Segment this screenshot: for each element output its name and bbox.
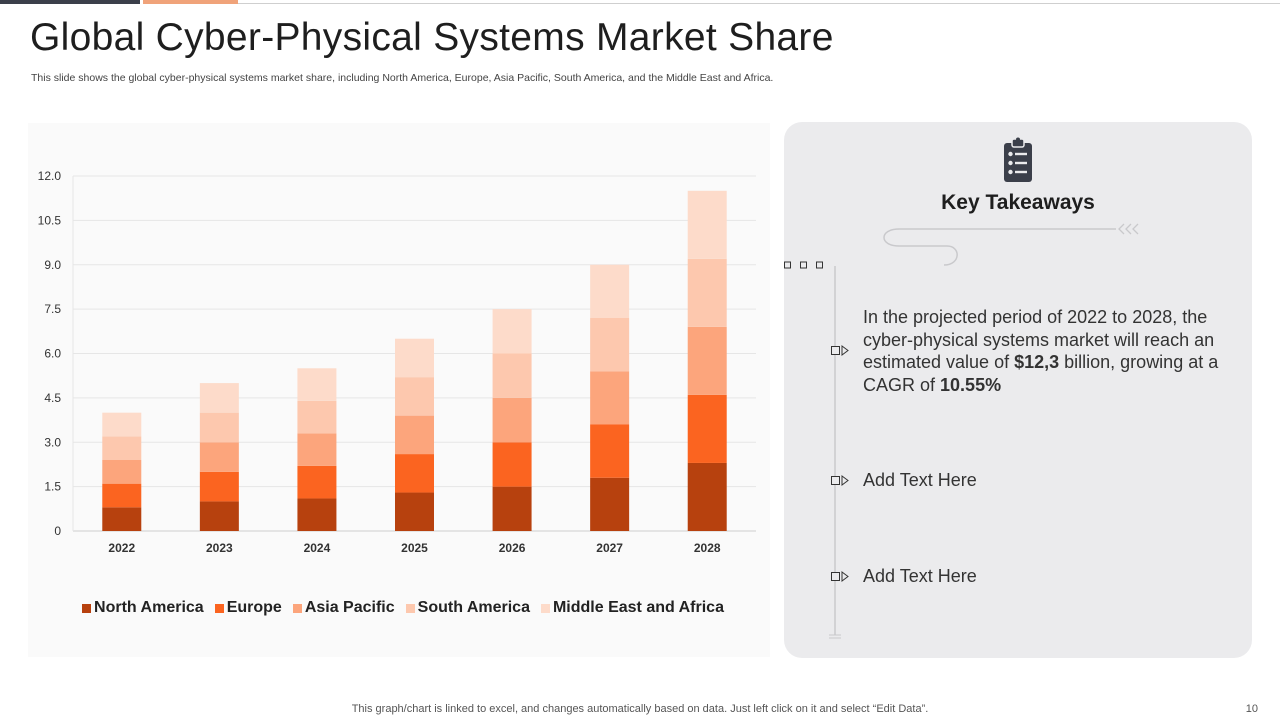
- bar-segment: [590, 264, 630, 318]
- bar-segment: [492, 309, 532, 354]
- takeaway-item-1: In the projected period of 2022 to 2028,…: [863, 307, 1219, 395]
- slide-subtitle: This slide shows the global cyber-physic…: [31, 72, 774, 84]
- bar-segment: [590, 424, 630, 478]
- y-tick-label: 0: [54, 524, 61, 538]
- bar-segment: [199, 442, 239, 472]
- legend-label: North America: [94, 599, 204, 616]
- y-tick-label: 6.0: [44, 347, 61, 361]
- bar-segment: [395, 454, 434, 493]
- bar-segment: [395, 415, 434, 455]
- bar-segment: [395, 377, 434, 416]
- bar-segment: [102, 483, 142, 508]
- bullet-arrow-icon: [831, 345, 849, 356]
- bar-segment: [297, 465, 337, 499]
- legend-item: Middle East and Africa: [540, 599, 724, 617]
- legend-label: Asia Pacific: [304, 599, 395, 616]
- y-tick-label: 12.0: [38, 169, 62, 183]
- chart-legend: North America Europe Asia Pacific South Ame…: [82, 599, 724, 617]
- legend-swatch: [540, 603, 550, 613]
- y-tick-label: 10.5: [38, 213, 62, 227]
- bar-segment: [199, 412, 239, 443]
- x-tick-label: 2026: [499, 541, 526, 555]
- bar-segment: [199, 383, 239, 413]
- bar-segment: [492, 486, 532, 531]
- bar-segment: [492, 442, 532, 487]
- bar-segment: [687, 258, 727, 327]
- legend-item: Europe: [214, 599, 282, 617]
- x-tick-label: 2022: [108, 541, 135, 555]
- bar-segment: [102, 436, 142, 460]
- slide-title: Global Cyber-Physical Systems Market Sha…: [30, 16, 834, 59]
- page-number: 10: [1245, 703, 1258, 715]
- bar-segment: [590, 318, 630, 372]
- bullet-arrow-icon: [831, 571, 849, 582]
- stacked-bar-chart[interactable]: 0 1.5 3.0 4.5 6.0 7.5 9.0 10.5 12.0 2022 2023 2024 2…: [28, 123, 770, 657]
- legend-swatch: [292, 603, 302, 613]
- bar-segment: [687, 326, 727, 395]
- bar-segment: [102, 507, 142, 531]
- bar-segment: [102, 412, 142, 437]
- footer-note: This graph/chart is linked to excel, and…: [351, 703, 929, 715]
- key-takeaways-panel: Key Takeaways In the projected period of…: [784, 122, 1252, 658]
- bar-segment: [687, 462, 727, 531]
- bullet-arrow-icon: [831, 475, 849, 486]
- x-tick-label: 2028: [694, 541, 721, 555]
- top-accent-bar-dark: [0, 0, 140, 4]
- bar-segment: [590, 371, 630, 425]
- bar-segment: [590, 477, 630, 531]
- bar-segment: [297, 368, 337, 401]
- y-tick-label: 9.0: [44, 258, 61, 272]
- legend-swatch: [214, 603, 224, 613]
- bar-segment: [687, 190, 727, 259]
- bar-segment: [297, 433, 337, 466]
- bar-segment: [492, 397, 532, 443]
- top-accent-bar-orange: [143, 0, 238, 4]
- key-takeaways-title: Key Takeaways: [941, 191, 1095, 214]
- bar-segment: [492, 353, 532, 398]
- y-tick-label: 3.0: [44, 435, 61, 449]
- clipboard-list-icon: [1004, 137, 1032, 182]
- legend-swatch: [405, 603, 415, 613]
- y-tick-label: 1.5: [44, 480, 61, 494]
- takeaway-item-2[interactable]: Add Text Here: [863, 470, 977, 490]
- x-tick-label: 2027: [596, 541, 623, 555]
- legend-label: Middle East and Africa: [552, 599, 724, 616]
- legend-item: North America: [82, 599, 204, 617]
- x-tick-label: 2024: [304, 541, 331, 555]
- legend-label: South America: [417, 599, 530, 616]
- legend-item: South America: [405, 599, 530, 617]
- bar-segment: [297, 498, 337, 531]
- bar-segment: [687, 394, 727, 463]
- takeaway-item-3[interactable]: Add Text Here: [863, 566, 977, 586]
- legend-label: Europe: [226, 599, 282, 616]
- bar-segment: [199, 471, 239, 502]
- x-tick-label: 2025: [401, 541, 428, 555]
- legend-item: Asia Pacific: [292, 599, 395, 617]
- y-tick-label: 4.5: [44, 391, 61, 405]
- bar-segment: [102, 460, 142, 484]
- x-tick-label: 2023: [206, 541, 233, 555]
- bar-segment: [395, 492, 434, 531]
- y-tick-label: 7.5: [44, 302, 61, 316]
- top-divider-line: [238, 3, 1280, 4]
- chart-panel[interactable]: 0 1.5 3.0 4.5 6.0 7.5 9.0 10.5 12.0 2022 2023 2024 2…: [28, 123, 770, 657]
- bar-segment: [395, 338, 434, 378]
- bar-segment: [199, 501, 239, 531]
- legend-swatch: [82, 603, 92, 613]
- bar-segment: [297, 400, 337, 434]
